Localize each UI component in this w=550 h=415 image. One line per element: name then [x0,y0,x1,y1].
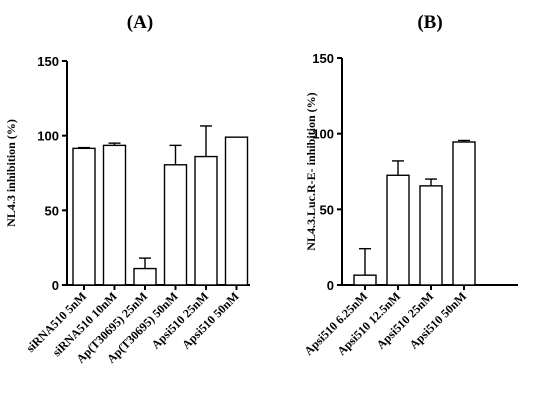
panel-a-bar [102,144,127,286]
panel-a-y-axis-title: NL4.3 inhibition (%) [4,119,18,227]
panel-a-label: (A) [127,12,153,33]
panel-b-bar [386,174,410,286]
panel-a-bar [133,267,157,286]
panel-b-y-axis-title: NL4.3.Luc.R-E- inhibition (%) [304,92,318,250]
panel-a-y-tick-label: 0 [52,278,59,293]
panel-b-bar [353,274,377,286]
panel-b-bar [419,185,443,286]
panel-b-label: (B) [417,12,442,33]
panel-a-bar [194,155,218,286]
panel-a-bar [163,164,188,286]
panel-b-y-tick-label: 50 [320,202,334,217]
panel-a-bar [72,147,96,286]
panel-a-y-tick-label: 50 [45,203,59,218]
panel-a-y-tick-label: 150 [37,54,59,69]
panel-b-y-tick-label: 0 [327,278,334,293]
panel-b-chart: (B) 0 50 100 150 NL4.3.Luc.R-E- inhibition (… [301,12,518,358]
panel-a-bar [224,136,249,286]
panel-b-bar [452,141,476,286]
panel-b-y-tick-label: 150 [312,51,334,66]
panel-b-y-tick-label: 100 [312,127,334,142]
panel-a-y-tick-label: 100 [37,129,59,144]
